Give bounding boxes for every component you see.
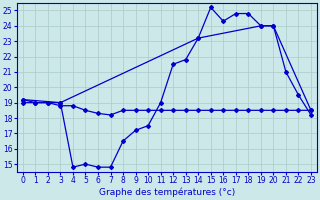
- X-axis label: Graphe des températures (°c): Graphe des températures (°c): [99, 188, 235, 197]
